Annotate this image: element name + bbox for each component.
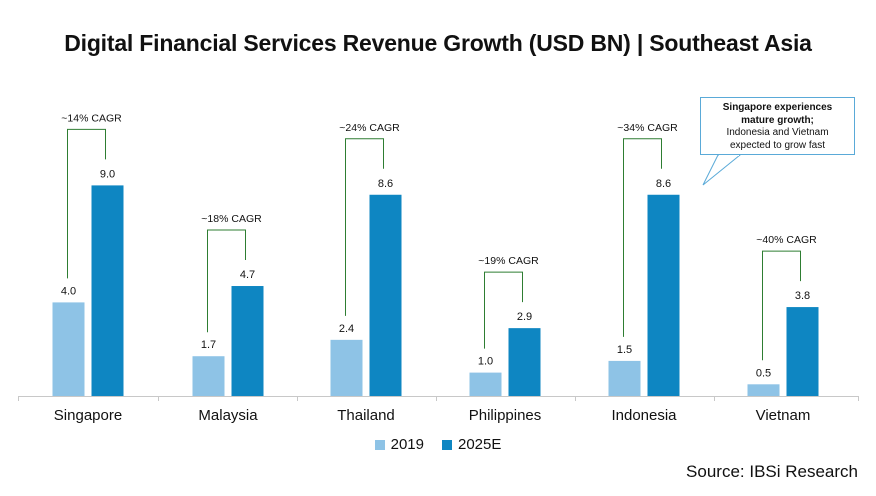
bar-2019-indonesia (608, 360, 641, 396)
data-label-2025e-singapore: 9.0 (100, 168, 115, 180)
bar-2019-philippines (469, 372, 502, 396)
annotation-callout: Singapore experiences mature growth; Ind… (700, 97, 855, 155)
callout-line-1: Singapore experiences (722, 102, 833, 113)
legend-label-2025e: 2025E (458, 436, 502, 453)
category-label-vietnam: Vietnam (756, 407, 811, 424)
legend-swatch-2025e (442, 439, 452, 450)
chart-title: Digital Financial Services Revenue Growt… (64, 30, 812, 56)
data-label-2025e-vietnam: 3.8 (795, 290, 810, 302)
data-label-2025e-philippines: 2.9 (517, 311, 532, 323)
cagr-bracket-thailand (345, 138, 384, 316)
cagr-label-malaysia: ~18% CAGR (201, 213, 262, 225)
category-label-malaysia: Malaysia (198, 407, 258, 424)
data-label-2019-philippines: 1.0 (478, 356, 493, 368)
bar-2019-malaysia (192, 356, 225, 396)
data-label-2019-indonesia: 1.5 (617, 344, 632, 356)
bar-2019-vietnam (747, 384, 780, 396)
cagr-label-vietnam: ~40% CAGR (756, 234, 817, 246)
bar-2025e-philippines (508, 328, 541, 396)
callout-line-4: expected to grow fast (729, 139, 826, 151)
cagr-label-singapore: ~14% CAGR (61, 112, 122, 124)
data-label-2019-vietnam: 0.5 (756, 367, 771, 379)
legend-item-2019: 2019 (374, 436, 424, 453)
data-label-2019-thailand: 2.4 (339, 323, 354, 335)
category-label-thailand: Thailand (337, 407, 395, 424)
cagr-bracket-malaysia (207, 229, 246, 333)
callout-line-3: Indonesia and Vietnam (726, 127, 829, 138)
data-label-2019-malaysia: 1.7 (201, 339, 216, 351)
bar-2025e-indonesia (647, 194, 680, 396)
legend-swatch-2019 (374, 439, 385, 450)
cagr-bracket-vietnam (762, 250, 801, 361)
category-label-singapore: Singapore (54, 407, 122, 424)
cagr-label-thailand: ~24% CAGR (339, 122, 400, 134)
bar-2019-singapore (52, 302, 85, 396)
cagr-label-indonesia: ~34% CAGR (617, 122, 678, 134)
data-label-2025e-indonesia: 8.6 (656, 178, 671, 190)
cagr-label-philippines: ~19% CAGR (478, 255, 539, 267)
cagr-bracket-indonesia (623, 138, 662, 337)
cagr-bracket-philippines (484, 271, 523, 349)
cagr-bracket-singapore (67, 128, 106, 279)
bar-2025e-vietnam (786, 307, 819, 396)
data-label-2019-singapore: 4.0 (61, 285, 76, 297)
chart-legend: 2019 2025E (0, 436, 876, 453)
data-label-2025e-thailand: 8.6 (378, 178, 393, 190)
callout-line-2: mature growth; (741, 114, 814, 126)
bar-2019-thailand (330, 339, 363, 396)
category-label-indonesia: Indonesia (611, 407, 677, 424)
bar-2025e-malaysia (231, 286, 264, 396)
source-note: Source: IBSi Research (686, 462, 858, 481)
bar-2025e-thailand (369, 194, 402, 396)
legend-item-2025e: 2025E (442, 436, 501, 453)
legend-label-2019: 2019 (390, 436, 424, 453)
bar-2025e-singapore (91, 185, 124, 396)
category-label-philippines: Philippines (469, 407, 542, 424)
data-label-2025e-malaysia: 4.7 (240, 269, 255, 281)
